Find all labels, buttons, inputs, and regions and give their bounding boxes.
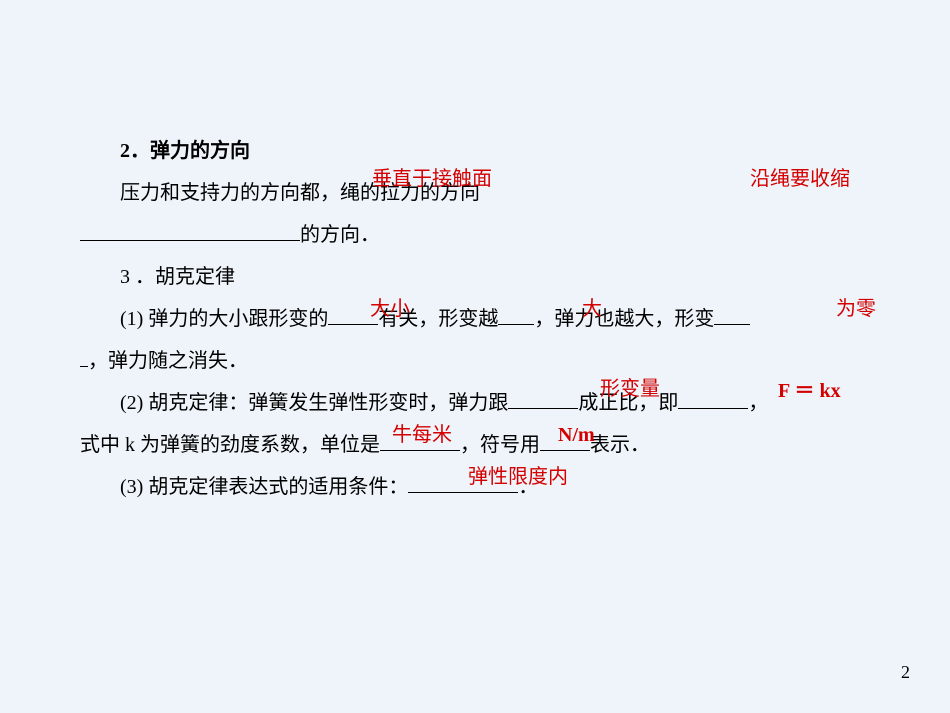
blank-big: [498, 307, 534, 325]
heading-3: 3 ．胡克定律: [80, 256, 870, 298]
page-number: 2: [901, 662, 910, 683]
p2-line2b: ，符号用: [460, 434, 540, 456]
answer-unit-sym: N/m: [558, 414, 595, 456]
blank-zero: [714, 307, 750, 325]
line-direction: 的方向．: [80, 214, 870, 256]
text-direction-suffix: 的方向．: [300, 224, 380, 246]
answer-size: 大小: [330, 288, 410, 330]
answer-deform: 形变量: [560, 368, 660, 410]
answer-big: 大: [542, 288, 602, 330]
line-pressure: 压力和支持力的方向都，绳的拉力的方向 垂直于接触面 沿绳要收缩: [80, 172, 870, 214]
p2-line2a: 式中 k 为弹簧的劲度系数，单位是: [80, 434, 380, 456]
answer-zero: 为零: [796, 288, 876, 330]
answer-rope: 沿绳要收缩: [710, 158, 850, 200]
p1-line2: ，弹力随之消失．: [88, 350, 248, 372]
answer-formula: F ＝ kx: [738, 370, 841, 412]
line-p3: (3) 胡克定律表达式的适用条件：． 弹性限度内: [80, 466, 870, 508]
answer-unit-cn: 牛每米: [392, 414, 452, 456]
blank-zero-cont: [80, 349, 88, 367]
p3-a: (3) 胡克定律表达式的适用条件：: [120, 476, 408, 498]
p2-line2c: 表示．: [590, 434, 650, 456]
p2-a: (2) 胡克定律：弹簧发生弹性形变时，弹力跟: [120, 392, 508, 414]
answer-perpendicular: 垂直于接触面: [332, 158, 492, 200]
answer-elastic: 弹性限度内: [428, 456, 568, 498]
slide-content: 2．弹力的方向 压力和支持力的方向都，绳的拉力的方向 垂直于接触面 沿绳要收缩 …: [0, 0, 950, 508]
text-pressure-prefix: 压力和支持力的方向都: [120, 182, 320, 204]
line-p2: (2) 胡克定律：弹簧发生弹性形变时，弹力跟成正比，即， 形变量 F ＝ kx: [80, 382, 870, 424]
heading-2-text: 2．弹力的方向: [120, 140, 250, 162]
heading-3-text: 3 ．胡克定律: [120, 266, 235, 288]
p1-a: (1) 弹力的大小跟形变的: [120, 308, 328, 330]
blank-direction: [80, 223, 300, 241]
line-p1: (1) 弹力的大小跟形变的有关，形变越，弹力也越大，形变 大小 大 为零: [80, 298, 870, 340]
